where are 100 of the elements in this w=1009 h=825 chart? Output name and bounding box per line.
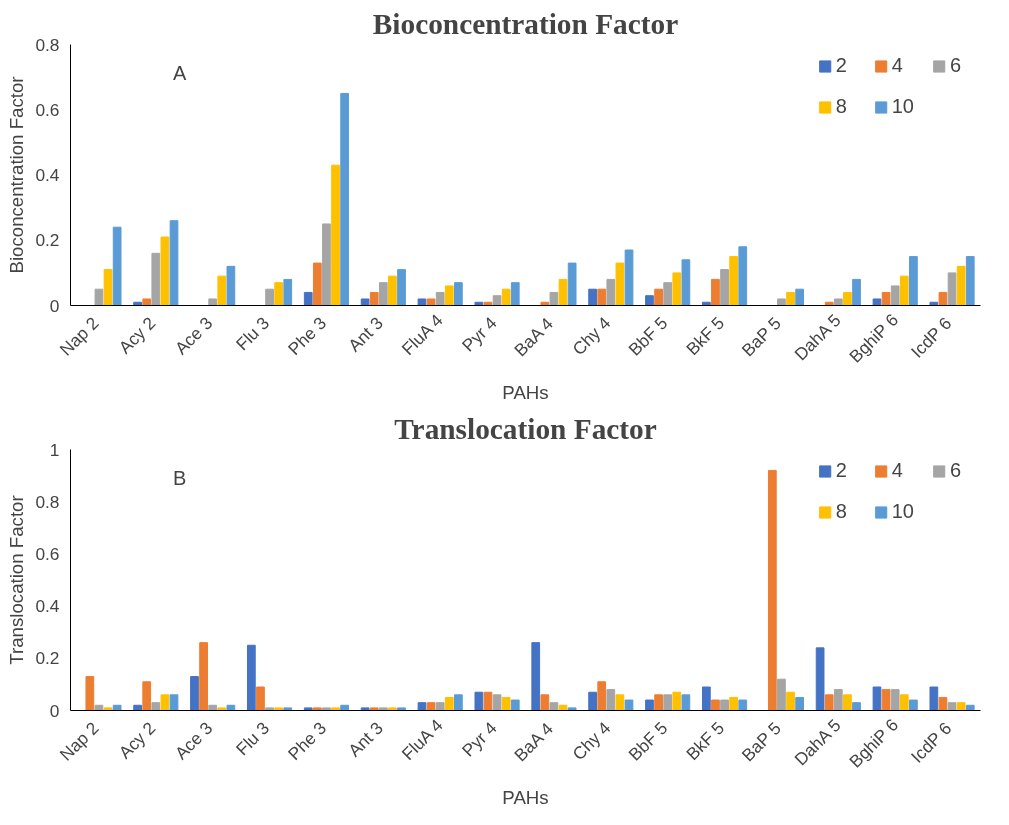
bar <box>103 269 113 306</box>
bar <box>103 707 113 711</box>
bar <box>208 298 218 306</box>
x-tick-label: FluA 4 <box>397 309 447 359</box>
legend-label: 10 <box>891 500 914 523</box>
bar <box>331 164 340 306</box>
bar <box>549 702 559 711</box>
bar <box>558 704 568 711</box>
x-tick-label: Ant 3 <box>344 312 387 356</box>
bar <box>226 704 236 711</box>
x-tick-label: Phe 3 <box>283 717 331 764</box>
x-tick-label: Phe 3 <box>283 312 331 359</box>
y-tick-label: 0.8 <box>35 34 60 55</box>
bar <box>558 278 568 306</box>
legend-label: 4 <box>891 459 904 482</box>
bar <box>283 278 293 306</box>
y-axis-title: Translocation Factor <box>6 495 28 665</box>
legend-label: 2 <box>835 459 848 482</box>
bar <box>947 702 957 711</box>
x-tick-label: Flu 3 <box>231 312 274 355</box>
bar <box>872 298 882 306</box>
bar <box>169 694 179 711</box>
x-tick-label: Pyr 4 <box>457 717 501 761</box>
x-tick-label: Pyr 4 <box>457 312 501 356</box>
bar <box>624 249 634 306</box>
bar <box>938 696 948 711</box>
bar <box>247 644 256 711</box>
bar <box>426 702 436 711</box>
bar <box>597 681 607 711</box>
y-tick-label: 0.8 <box>35 491 60 512</box>
x-axis-title: PAHs <box>502 381 549 403</box>
bar <box>929 686 939 711</box>
bar <box>369 291 379 306</box>
bar <box>729 256 739 306</box>
y-tick-label: 0.4 <box>35 596 60 617</box>
bar <box>540 694 550 711</box>
x-tick-label: BkF 5 <box>682 717 729 764</box>
bar <box>567 262 577 306</box>
bar <box>947 272 957 306</box>
bar <box>133 704 142 711</box>
bar <box>199 642 208 711</box>
bar <box>815 647 825 711</box>
bar <box>909 699 918 711</box>
bar <box>588 288 597 306</box>
bar <box>881 689 891 711</box>
bar <box>833 689 843 711</box>
bar <box>890 689 900 711</box>
bar <box>312 262 322 306</box>
legend-label: 8 <box>835 95 848 118</box>
bar <box>160 694 170 711</box>
bar <box>681 694 691 711</box>
bar <box>303 291 313 306</box>
bar <box>956 702 966 711</box>
x-tick-label: Ant 3 <box>344 717 387 761</box>
bar <box>340 92 350 306</box>
bar <box>606 689 616 711</box>
bar <box>965 256 975 306</box>
bar <box>654 694 663 711</box>
x-tick-label: Acy 2 <box>114 717 160 763</box>
bar <box>112 226 122 306</box>
bar <box>663 282 673 306</box>
bar <box>85 676 95 711</box>
bar <box>777 678 786 711</box>
y-tick-label: 0.6 <box>35 99 60 120</box>
bar <box>369 707 379 711</box>
y-tick-label: 1 <box>49 439 60 460</box>
bar <box>672 691 682 711</box>
bar <box>777 298 786 306</box>
bar <box>549 291 559 306</box>
bar <box>397 707 406 711</box>
bar <box>824 694 834 711</box>
bar <box>112 704 122 711</box>
x-tick-label: BaP 5 <box>737 718 785 766</box>
bar <box>426 298 436 306</box>
bar <box>226 265 236 306</box>
legend-label: 4 <box>891 54 904 77</box>
bar <box>483 691 493 711</box>
bar <box>435 702 445 711</box>
bar <box>852 702 861 711</box>
bar <box>265 288 274 306</box>
bar <box>190 676 199 711</box>
bar <box>397 269 406 306</box>
bar <box>681 259 691 306</box>
legend-label: 8 <box>835 500 848 523</box>
x-tick-label: Chy 4 <box>568 312 615 359</box>
chart-title: Bioconcentration Factor <box>372 7 679 40</box>
bar <box>843 694 852 711</box>
bar <box>283 707 293 711</box>
bar <box>340 704 350 711</box>
bar <box>663 694 673 711</box>
bar <box>151 702 161 711</box>
bar <box>767 469 777 711</box>
bar <box>597 288 607 306</box>
bar <box>217 275 227 306</box>
bar <box>899 275 909 306</box>
bar <box>94 288 104 306</box>
bar <box>510 282 520 306</box>
bar <box>881 291 891 306</box>
bar <box>331 707 340 711</box>
legend-label: 10 <box>891 95 914 118</box>
